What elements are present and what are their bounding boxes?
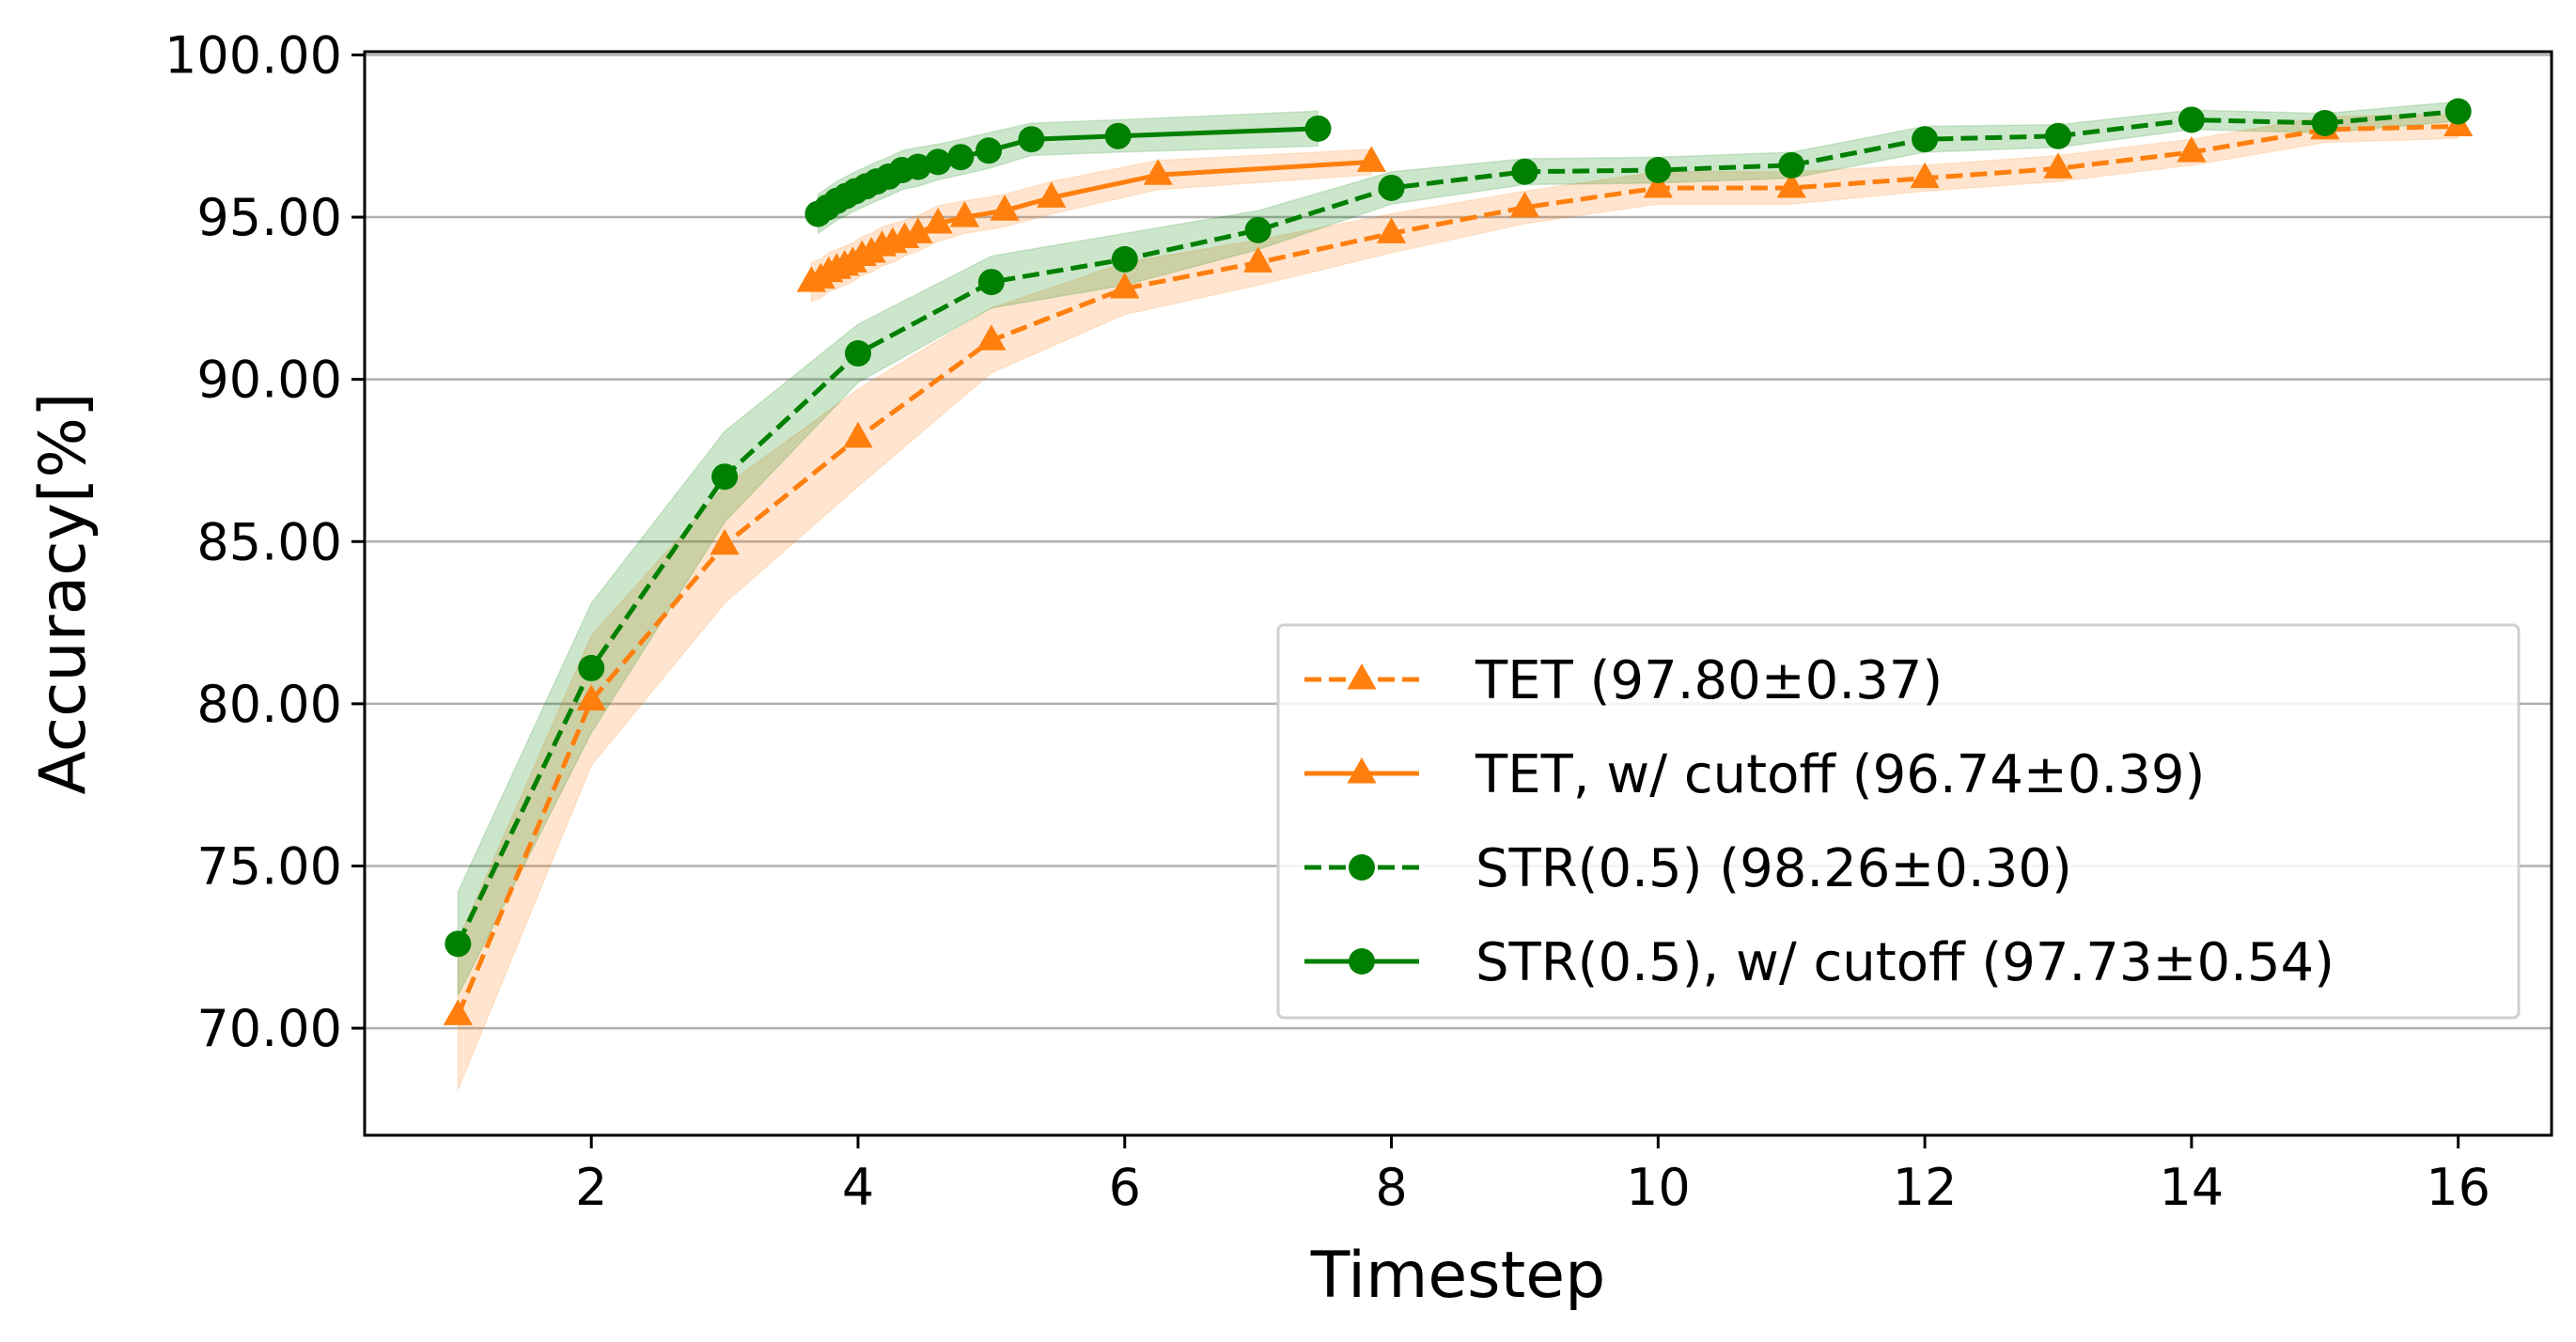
data-point bbox=[949, 201, 980, 227]
data-point bbox=[1304, 115, 1332, 142]
data-point bbox=[947, 144, 975, 171]
data-point bbox=[843, 421, 873, 448]
y-tick-label: 70.00 bbox=[196, 999, 342, 1058]
data-point bbox=[976, 137, 1003, 164]
legend-label: STR(0.5) (98.26±0.30) bbox=[1475, 838, 2072, 899]
legend-marker bbox=[1347, 757, 1377, 784]
data-point bbox=[1244, 216, 1272, 243]
series-line-0 bbox=[456, 123, 2459, 1017]
data-point bbox=[2045, 122, 2072, 149]
series-band-0 bbox=[457, 113, 2459, 1090]
x-tick-label: 10 bbox=[1626, 1158, 1691, 1217]
data-point bbox=[443, 999, 473, 1025]
data-point bbox=[923, 207, 953, 234]
series-band-3 bbox=[817, 110, 1319, 235]
data-point bbox=[1018, 126, 1045, 153]
x-tick-label: 14 bbox=[2160, 1158, 2225, 1217]
y-tick-label: 75.00 bbox=[196, 836, 342, 896]
data-point bbox=[710, 528, 740, 555]
data-point bbox=[1037, 181, 1067, 208]
x-tick-label: 6 bbox=[1109, 1158, 1141, 1217]
legend-label: TET (97.80±0.37) bbox=[1475, 650, 1943, 711]
x-tick-label: 2 bbox=[575, 1158, 607, 1217]
data-point bbox=[1376, 217, 1407, 243]
y-axis-ticks: 70.00 75.00 80.00 85.00 90.00 95.00 100.00 bbox=[164, 25, 365, 1058]
data-point bbox=[1910, 162, 1940, 189]
data-point bbox=[1912, 126, 1939, 153]
data-point bbox=[1778, 151, 1805, 179]
y-tick-label: 95.00 bbox=[196, 188, 342, 247]
data-point bbox=[2043, 152, 2073, 179]
data-point bbox=[1509, 191, 1540, 218]
data-point bbox=[445, 930, 472, 958]
x-axis-title: Timestep bbox=[1310, 1239, 1606, 1313]
data-point bbox=[990, 195, 1020, 221]
data-point bbox=[1110, 273, 1140, 299]
data-point bbox=[2444, 98, 2472, 125]
data-point bbox=[925, 148, 952, 176]
data-point bbox=[1111, 245, 1138, 273]
data-point bbox=[1643, 171, 1673, 198]
data-point bbox=[976, 324, 1007, 351]
x-tick-label: 8 bbox=[1375, 1158, 1407, 1217]
y-tick-label: 85.00 bbox=[196, 512, 342, 571]
x-axis-ticks: 2 4 6 8 10 12 14 16 bbox=[575, 1135, 2490, 1217]
data-point bbox=[1511, 158, 1538, 185]
data-point bbox=[844, 340, 871, 367]
y-axis-title: Accuracy[%] bbox=[26, 392, 101, 794]
x-tick-label: 12 bbox=[1893, 1158, 1958, 1217]
data-point bbox=[904, 153, 931, 180]
legend-marker bbox=[1349, 948, 1375, 975]
data-point bbox=[2177, 136, 2207, 163]
data-point bbox=[2311, 109, 2338, 136]
data-point bbox=[977, 269, 1005, 296]
legend-label: STR(0.5), w/ cutoff (97.73±0.54) bbox=[1475, 932, 2334, 993]
series-markers bbox=[443, 98, 2474, 1025]
legend-marker bbox=[1347, 663, 1377, 690]
legend-box bbox=[1276, 623, 2521, 1020]
data-point bbox=[1645, 157, 1672, 184]
series-line-2 bbox=[456, 109, 2459, 945]
data-point bbox=[2178, 106, 2205, 133]
legend-marker bbox=[1349, 854, 1375, 881]
data-point bbox=[903, 217, 933, 243]
x-tick-label: 16 bbox=[2426, 1158, 2490, 1217]
data-point bbox=[711, 463, 739, 491]
data-point bbox=[576, 684, 606, 710]
legend: TET (97.80±0.37) TET, w/ cutoff (96.74±0.… bbox=[1276, 623, 2521, 1020]
y-tick-label: 100.00 bbox=[164, 25, 342, 85]
data-point bbox=[1356, 146, 1386, 172]
x-tick-label: 4 bbox=[842, 1158, 874, 1217]
data-point bbox=[1776, 171, 1806, 198]
plot-frame bbox=[363, 50, 2553, 1137]
data-point bbox=[1104, 122, 1132, 149]
data-point bbox=[578, 654, 605, 681]
data-point bbox=[1378, 174, 1405, 201]
data-point bbox=[1143, 159, 1173, 185]
y-tick-label: 80.00 bbox=[196, 675, 342, 734]
legend-label: TET, w/ cutoff (96.74±0.39) bbox=[1475, 744, 2205, 805]
y-tick-label: 90.00 bbox=[196, 351, 342, 410]
data-point bbox=[1243, 246, 1273, 273]
